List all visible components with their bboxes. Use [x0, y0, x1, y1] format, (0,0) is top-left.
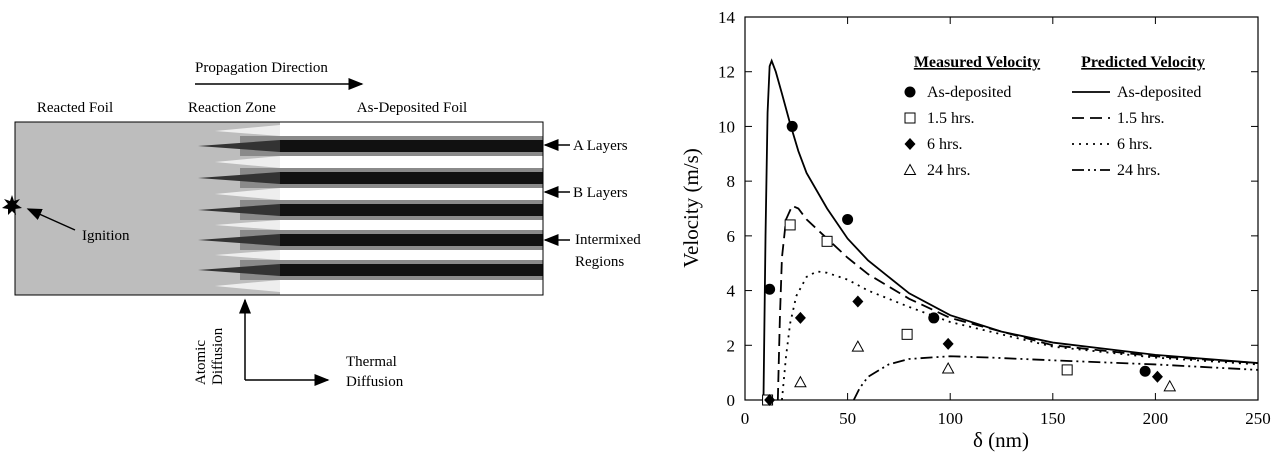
y-axis-label: Velocity (m/s)	[679, 148, 703, 268]
legend-swatch	[904, 112, 916, 124]
prediction-line	[762, 58, 1259, 401]
legend-label: 1.5 hrs.	[927, 110, 975, 127]
y-tick-label: 4	[727, 282, 736, 301]
arrow	[26, 208, 76, 231]
prediction-line	[776, 204, 1259, 401]
prediction-line	[852, 355, 1259, 401]
legend-swatch	[903, 163, 917, 175]
legend-swatch	[904, 86, 916, 98]
marker	[764, 394, 776, 406]
marker	[1061, 364, 1073, 376]
layers	[198, 125, 543, 292]
y-tick-label: 10	[718, 117, 735, 136]
marker	[794, 375, 807, 388]
diagram-label: Diffusion	[346, 374, 404, 390]
legend-label: 24 hrs.	[927, 162, 971, 179]
diagram-label: Reacted Foil	[37, 100, 113, 116]
legend-label: 24 hrs.	[1117, 162, 1161, 179]
marker	[851, 340, 865, 352]
diagram-label: Thermal	[346, 354, 397, 370]
marker	[941, 362, 955, 374]
x-tick-label: 50	[839, 409, 856, 428]
legend-swatch	[904, 138, 916, 150]
marker	[784, 219, 796, 231]
marker	[928, 312, 940, 324]
diagram-label: Reaction Zone	[188, 100, 276, 116]
diagram-label: Propagation Direction	[195, 60, 328, 76]
x-tick-label: 250	[1245, 409, 1271, 428]
y-tick-label: 14	[718, 8, 736, 27]
diagram-label: Regions	[575, 254, 624, 270]
diagram: Propagation Direction Reacted Foil React…	[2, 60, 641, 390]
marker	[786, 120, 798, 132]
legend-label: 6 hrs.	[1117, 136, 1153, 153]
legend-label: 6 hrs.	[927, 136, 963, 153]
marker	[942, 337, 954, 350]
x-tick-label: 200	[1143, 409, 1169, 428]
y-tick-label: 12	[718, 63, 735, 82]
marker	[1163, 379, 1177, 392]
x-tick-label: 0	[741, 409, 750, 428]
diagram-label: B Layers	[573, 185, 628, 201]
x-axis-label: δ (nm)	[973, 428, 1029, 452]
marker	[852, 295, 864, 308]
legend-title: Predicted Velocity	[1081, 54, 1205, 71]
marker	[901, 328, 913, 340]
legend-label: As-deposited	[927, 84, 1011, 101]
y-tick-label: 8	[727, 172, 736, 191]
y-tick-label: 0	[727, 391, 736, 410]
diagram-label: Atomic	[193, 340, 209, 385]
diagram-label: As-Deposited Foil	[357, 100, 467, 116]
diagram-label: A Layers	[573, 138, 628, 154]
diagram-label: Diffusion	[210, 327, 226, 385]
chart: δ (nm) Velocity (m/s) Measured Velocity …	[679, 8, 1271, 452]
legend-label: 1.5 hrs.	[1117, 110, 1165, 127]
x-tick-label: 150	[1040, 409, 1066, 428]
x-tick-label: 100	[937, 409, 963, 428]
legend-title: Measured Velocity	[914, 54, 1040, 71]
diagram-label: Intermixed	[575, 232, 641, 248]
plot-frame	[744, 16, 1259, 401]
marker	[821, 235, 833, 247]
diagram-label: Ignition	[82, 228, 130, 244]
legend-label: As-deposited	[1117, 84, 1201, 101]
y-tick-label: 6	[727, 227, 736, 246]
marker	[794, 311, 806, 324]
marker	[764, 283, 776, 295]
ignition-star	[2, 195, 22, 215]
marker	[842, 213, 854, 225]
marker	[1151, 370, 1163, 383]
marker	[1139, 365, 1151, 377]
y-tick-label: 2	[727, 336, 736, 355]
